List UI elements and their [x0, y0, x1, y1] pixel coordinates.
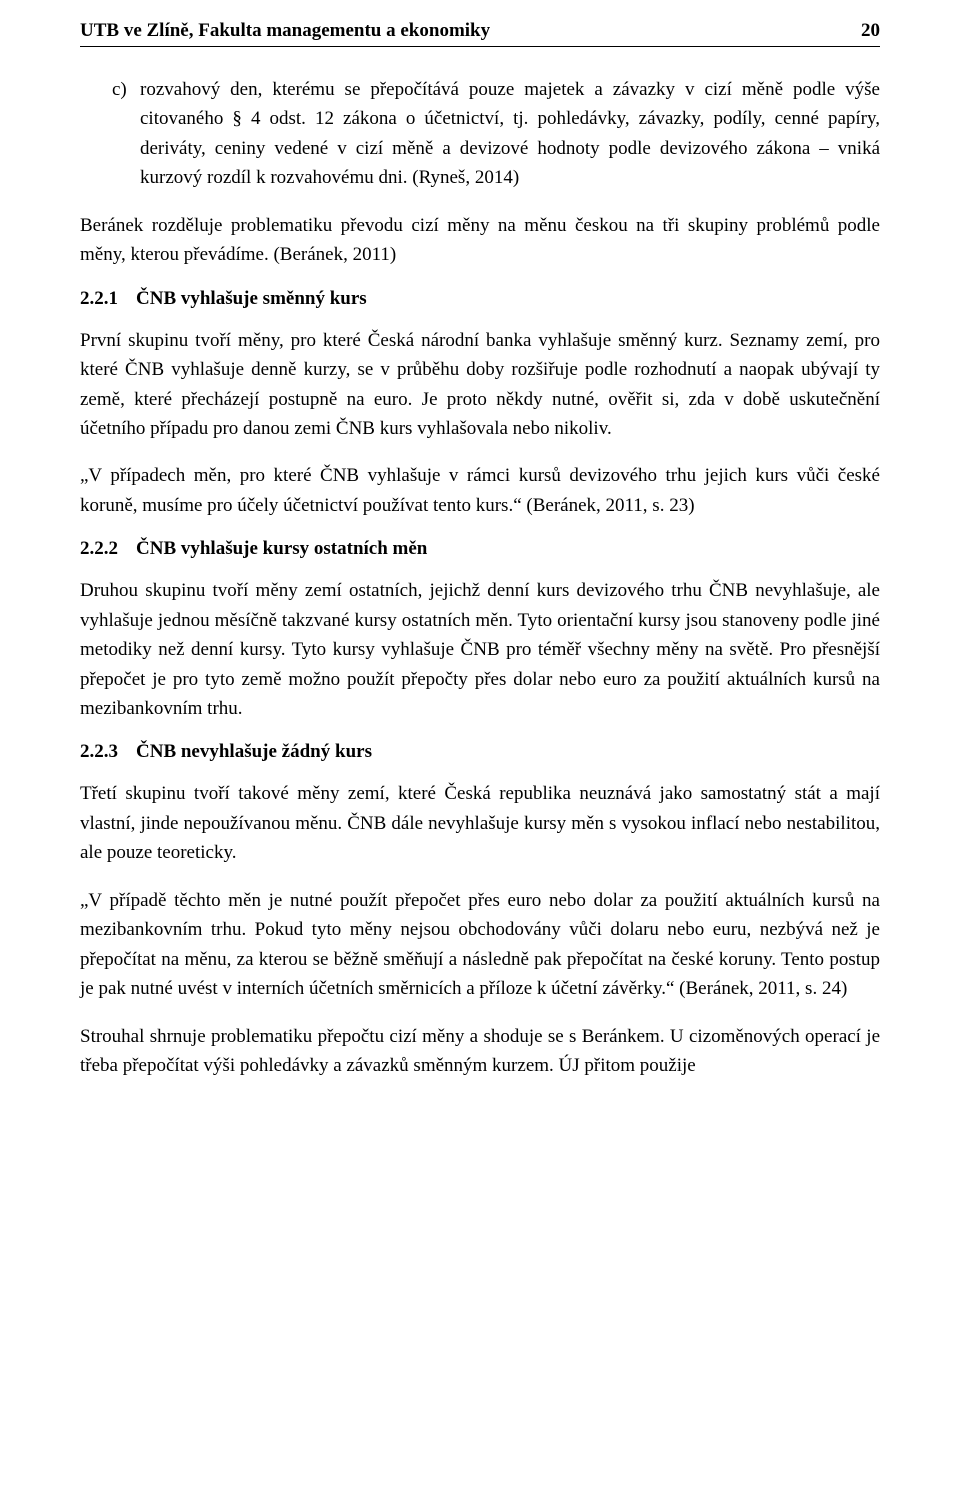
paragraph: Strouhal shrnuje problematiku přepočtu c…	[80, 1022, 880, 1081]
paragraph: Beránek rozděluje problematiku převodu c…	[80, 211, 880, 270]
list-marker: c)	[112, 75, 140, 193]
heading-title: ČNB vyhlašuje směnný kurs	[136, 288, 367, 309]
heading-223: 2.2.3 ČNB nevyhlašuje žádný kurs	[80, 741, 880, 763]
paragraph: Třetí skupinu tvoří takové měny zemí, kt…	[80, 779, 880, 867]
heading-222: 2.2.2 ČNB vyhlašuje kursy ostatních měn	[80, 538, 880, 560]
heading-title: ČNB vyhlašuje kursy ostatních měn	[136, 538, 427, 559]
page-header: UTB ve Zlíně, Fakulta managementu a ekon…	[80, 20, 880, 47]
heading-number: 2.2.3	[80, 741, 118, 763]
heading-title: ČNB nevyhlašuje žádný kurs	[136, 741, 372, 762]
document-page: UTB ve Zlíně, Fakulta managementu a ekon…	[0, 0, 960, 1118]
heading-number: 2.2.1	[80, 288, 118, 310]
paragraph: „V případech měn, pro které ČNB vyhlašuj…	[80, 461, 880, 520]
header-page-number: 20	[861, 20, 880, 42]
paragraph: „V případě těchto měn je nutné použít př…	[80, 886, 880, 1004]
list-item-c: c) rozvahový den, kterému se přepočítává…	[80, 75, 880, 193]
list-text: rozvahový den, kterému se přepočítává po…	[140, 75, 880, 193]
header-title: UTB ve Zlíně, Fakulta managementu a ekon…	[80, 20, 490, 42]
heading-number: 2.2.2	[80, 538, 118, 560]
paragraph: První skupinu tvoří měny, pro které Česk…	[80, 326, 880, 444]
paragraph: Druhou skupinu tvoří měny zemí ostatních…	[80, 576, 880, 723]
heading-221: 2.2.1 ČNB vyhlašuje směnný kurs	[80, 288, 880, 310]
